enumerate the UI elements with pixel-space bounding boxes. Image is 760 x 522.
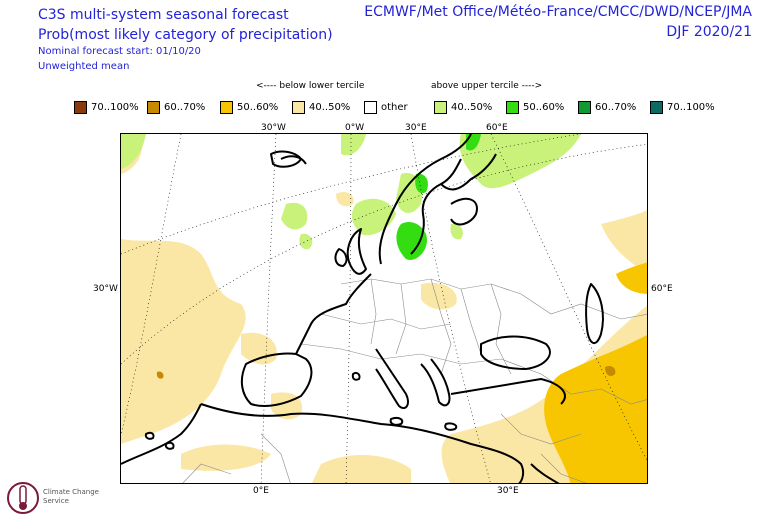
- logo-icon: [7, 482, 39, 514]
- season-text: DJF 2020/21: [666, 24, 752, 40]
- axis-label-top: 30°E: [405, 123, 427, 133]
- legend-swatch: [364, 101, 377, 114]
- coastlines: [121, 134, 604, 483]
- above-50-60-areas: [396, 134, 481, 260]
- legend-swatch: [74, 101, 87, 114]
- mean-type-text: Unweighted mean: [38, 61, 130, 72]
- nominal-start-text: Nominal forecast start: 01/10/20: [38, 46, 201, 57]
- climate-change-service-logo: Climate Change Service: [5, 478, 105, 518]
- legend-swatch: [220, 101, 233, 114]
- legend-below-label: <---- below lower tercile: [256, 81, 365, 91]
- axis-label-right: 60°E: [651, 284, 673, 294]
- axis-label-bottom: 30°E: [497, 486, 519, 496]
- above-40-50-areas: [121, 134, 581, 250]
- graticule: [121, 134, 647, 483]
- below-50-60-areas: [544, 262, 647, 483]
- legend-swatch: [506, 101, 519, 114]
- axis-label-bottom: 0°E: [253, 486, 269, 496]
- map-svg: [121, 134, 647, 483]
- country-borders: [182, 278, 647, 483]
- title-line-2: Prob(most likely category of precipitati…: [38, 27, 333, 43]
- axis-label-top: 30°W: [261, 123, 286, 133]
- legend-swatch: [434, 101, 447, 114]
- legend-swatch: [292, 101, 305, 114]
- title-line-1: C3S multi-system seasonal forecast: [38, 7, 289, 23]
- legend-above-label: above upper tercile ---->: [431, 81, 543, 91]
- logo-text: Climate Change Service: [43, 488, 99, 505]
- forecast-map: [120, 133, 648, 484]
- axis-label-top: 0°W: [345, 123, 365, 133]
- legend-swatch: [650, 101, 663, 114]
- axis-label-top: 60°E: [486, 123, 508, 133]
- below-60-70-areas: [156, 365, 616, 379]
- axis-label-left: 30°W: [93, 284, 118, 294]
- legend-swatch: [147, 101, 160, 114]
- legend-swatch: [578, 101, 591, 114]
- centres-text: ECMWF/Met Office/Météo-France/CMCC/DWD/N…: [364, 4, 752, 20]
